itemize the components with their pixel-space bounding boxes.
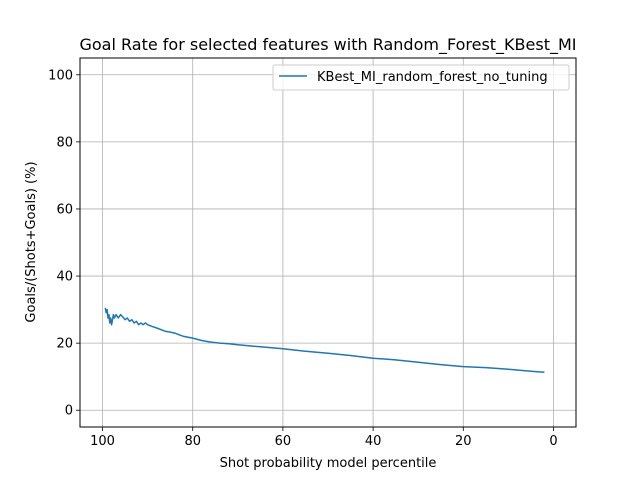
x-tick-label: 20: [455, 434, 472, 449]
legend-label: KBest_MI_random_forest_no_tuning: [317, 70, 548, 85]
x-tick-label: 60: [275, 434, 292, 449]
series-layer: [104, 307, 545, 374]
y-tick-label: 0: [65, 404, 73, 419]
x-tick-label: 0: [549, 434, 557, 449]
y-axis-label: Goals/(Shots+Goals) (%): [24, 161, 39, 322]
y-tick-label: 40: [56, 270, 73, 285]
legend: KBest_MI_random_forest_no_tuning: [272, 64, 570, 91]
legend-box: [272, 64, 570, 91]
plot-area: [80, 58, 576, 427]
x-tick-label: 100: [90, 434, 115, 449]
grid: [80, 58, 576, 427]
y-tick-label: 100: [48, 68, 73, 83]
x-axis-label: Shot probability model percentile: [220, 456, 437, 471]
x-tick-label: 80: [184, 434, 201, 449]
y-tick-label: 60: [56, 202, 73, 217]
y-tick-label: 80: [56, 135, 73, 150]
y-tick-label: 20: [56, 337, 73, 352]
plot-frame: [79, 57, 577, 428]
x-tick-label: 40: [365, 434, 382, 449]
series-line: [104, 307, 545, 374]
ticks: 100 80 60 40 20 0 0 20 40 60 80 100: [48, 68, 557, 449]
chart-title: Goal Rate for selected features with Ran…: [79, 35, 576, 55]
